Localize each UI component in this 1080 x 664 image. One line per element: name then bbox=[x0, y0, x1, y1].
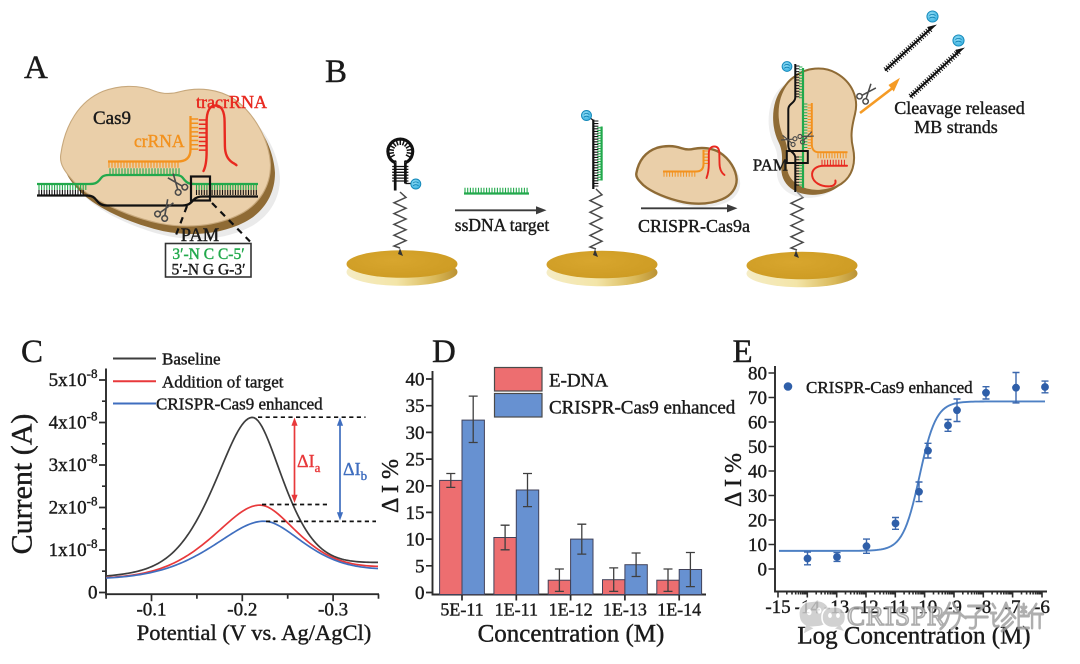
svg-text:20: 20 bbox=[748, 511, 767, 532]
svg-text:Δ I %: Δ I % bbox=[721, 453, 747, 507]
svg-text:5: 5 bbox=[415, 556, 425, 577]
svg-text:PAM: PAM bbox=[181, 226, 219, 246]
svg-text:B: B bbox=[325, 54, 347, 90]
svg-text:CRISPR: CRISPR bbox=[847, 601, 946, 631]
svg-text:35: 35 bbox=[406, 396, 425, 417]
svg-text:E: E bbox=[733, 334, 753, 370]
svg-text:50: 50 bbox=[748, 437, 767, 458]
svg-text:E-DNA: E-DNA bbox=[549, 371, 608, 392]
svg-text:-0.2: -0.2 bbox=[227, 600, 257, 621]
svg-text:80: 80 bbox=[748, 364, 767, 385]
svg-text:ssDNA target: ssDNA target bbox=[455, 215, 550, 235]
svg-text:40: 40 bbox=[406, 370, 425, 391]
svg-text:15: 15 bbox=[406, 503, 425, 524]
svg-text:25: 25 bbox=[406, 450, 425, 471]
svg-text:-12: -12 bbox=[853, 597, 878, 618]
svg-text:5′-N G G-3′: 5′-N G G-3′ bbox=[172, 262, 246, 279]
svg-text:3′-N C C-5′: 3′-N C C-5′ bbox=[172, 246, 244, 263]
svg-text:CRISPR-Cas9 enhanced: CRISPR-Cas9 enhanced bbox=[156, 395, 323, 414]
svg-text:Δ I %: Δ I % bbox=[378, 459, 404, 513]
svg-text:Addition of target: Addition of target bbox=[162, 372, 284, 391]
svg-text:-15: -15 bbox=[765, 597, 790, 618]
svg-text:70: 70 bbox=[748, 388, 767, 409]
svg-text:Cas9: Cas9 bbox=[93, 108, 131, 129]
svg-text:0: 0 bbox=[88, 583, 98, 604]
svg-text:Cleavage released: Cleavage released bbox=[894, 98, 1024, 118]
svg-text:20: 20 bbox=[406, 476, 425, 497]
svg-text:60: 60 bbox=[748, 413, 767, 434]
svg-text:0: 0 bbox=[758, 560, 768, 581]
svg-text:Potential (V vs. Ag/AgCl): Potential (V vs. Ag/AgCl) bbox=[137, 620, 372, 645]
svg-text:PAM: PAM bbox=[753, 156, 788, 175]
svg-text:-11: -11 bbox=[883, 597, 908, 618]
svg-text:MB strands: MB strands bbox=[914, 117, 998, 137]
svg-text:30: 30 bbox=[748, 486, 767, 507]
svg-text:Current (A): Current (A) bbox=[6, 414, 39, 555]
svg-text:tracrRNA: tracrRNA bbox=[196, 92, 267, 112]
svg-text:1E-12: 1E-12 bbox=[549, 600, 593, 620]
svg-text:Baseline: Baseline bbox=[162, 350, 221, 369]
svg-text:crRNA: crRNA bbox=[134, 131, 185, 151]
svg-text:1E-13: 1E-13 bbox=[603, 600, 647, 620]
svg-text:5E-11: 5E-11 bbox=[440, 600, 483, 620]
svg-text:10: 10 bbox=[748, 535, 767, 556]
svg-text:C: C bbox=[21, 334, 43, 370]
svg-text:1E-14: 1E-14 bbox=[657, 600, 701, 620]
svg-text:CRISPR-Cas9 enhanced: CRISPR-Cas9 enhanced bbox=[549, 398, 736, 419]
svg-text:D: D bbox=[432, 334, 456, 370]
svg-text:-10: -10 bbox=[912, 597, 937, 618]
svg-text:30: 30 bbox=[406, 423, 425, 444]
svg-text:CRISPR-Cas9 enhanced: CRISPR-Cas9 enhanced bbox=[806, 378, 973, 397]
svg-text:CRISPR-Cas9a: CRISPR-Cas9a bbox=[638, 216, 750, 236]
svg-text:10: 10 bbox=[406, 530, 425, 551]
svg-text:1E-11: 1E-11 bbox=[495, 600, 538, 620]
svg-text:Concentration (M): Concentration (M) bbox=[478, 621, 665, 648]
svg-text:0: 0 bbox=[415, 583, 425, 604]
svg-text:-0.1: -0.1 bbox=[136, 600, 166, 621]
svg-text:40: 40 bbox=[748, 462, 767, 483]
svg-text:A: A bbox=[24, 50, 48, 86]
svg-text:-0.3: -0.3 bbox=[318, 600, 348, 621]
